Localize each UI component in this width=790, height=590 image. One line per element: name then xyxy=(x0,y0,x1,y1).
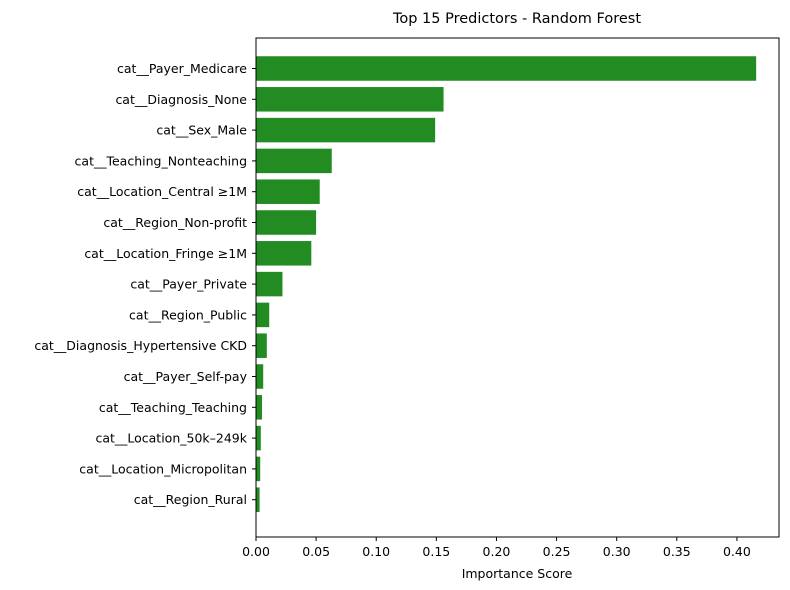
bar xyxy=(256,487,260,512)
y-tick-label: cat__Teaching_Nonteaching xyxy=(75,153,247,168)
bars-group xyxy=(256,56,757,512)
y-tick-label: cat__Payer_Medicare xyxy=(117,61,247,76)
bar xyxy=(256,179,320,204)
y-tick-label: cat__Location_Micropolitan xyxy=(79,461,247,476)
bar xyxy=(256,271,283,297)
x-tick-label: 0.20 xyxy=(483,544,511,559)
x-tick-label: 0.35 xyxy=(663,544,691,559)
plot-frame xyxy=(255,37,780,538)
y-tick-label: cat__Teaching_Teaching xyxy=(99,400,247,415)
x-tick-label: 0.15 xyxy=(422,544,450,559)
x-axis-label: Importance Score xyxy=(462,566,573,581)
y-tick-label: cat__Payer_Self-pay xyxy=(124,369,248,384)
x-tick-label: 0.30 xyxy=(603,544,631,559)
bar xyxy=(256,425,261,451)
bar xyxy=(256,395,263,420)
x-tick-label: 0.10 xyxy=(362,544,390,559)
y-tick-label: cat__Location_50k–249k xyxy=(95,431,247,446)
y-tick-label: cat__Region_Public xyxy=(129,307,247,322)
bar xyxy=(256,364,264,389)
y-tick-label: cat__Payer_Private xyxy=(130,277,247,292)
bar xyxy=(256,456,261,482)
y-tick-label: cat__Location_Fringe ≥1M xyxy=(84,246,247,261)
bar xyxy=(256,148,332,174)
y-tick-label: cat__Location_Central ≥1M xyxy=(77,184,247,199)
y-tick-label: cat__Sex_Male xyxy=(156,123,247,138)
bar xyxy=(256,210,317,235)
x-tick-label: 0.05 xyxy=(302,544,330,559)
x-tick-label: 0.00 xyxy=(242,544,270,559)
x-tick-label: 0.40 xyxy=(723,544,751,559)
chart-title: Top 15 Predictors - Random Forest xyxy=(392,11,641,27)
bar xyxy=(256,241,312,266)
bar xyxy=(256,117,436,143)
y-tick-label: cat__Diagnosis_None xyxy=(115,92,247,107)
bar xyxy=(256,56,757,81)
y-tick-label: cat__Diagnosis_Hypertensive CKD xyxy=(34,338,247,353)
y-tick-label: cat__Region_Rural xyxy=(134,492,247,507)
y-tick-label: cat__Region_Non-profit xyxy=(103,215,247,230)
x-ticks: 0.00 0.05 0.10 0.15 0.20 0.25 0.30 0.35 0.40 xyxy=(242,537,751,559)
bar xyxy=(256,333,267,358)
x-tick-label: 0.25 xyxy=(543,544,571,559)
y-tick-labels: cat__Payer_Medicare cat__Diagnosis_Noneca… xyxy=(34,61,256,507)
bar xyxy=(256,302,270,328)
bar xyxy=(256,87,444,112)
